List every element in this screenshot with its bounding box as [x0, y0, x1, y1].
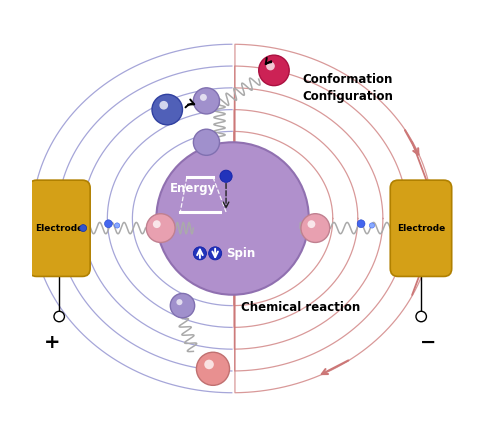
- Circle shape: [266, 62, 275, 70]
- Circle shape: [80, 225, 86, 232]
- Circle shape: [156, 142, 309, 295]
- Text: +: +: [44, 333, 60, 352]
- Text: Electrode: Electrode: [35, 224, 84, 233]
- Circle shape: [194, 129, 220, 155]
- Circle shape: [416, 311, 426, 322]
- FancyBboxPatch shape: [390, 180, 452, 277]
- Circle shape: [258, 55, 289, 86]
- Text: Energy: Energy: [170, 181, 216, 194]
- Circle shape: [194, 88, 220, 114]
- Circle shape: [208, 247, 222, 260]
- Circle shape: [204, 360, 214, 369]
- Circle shape: [160, 101, 168, 110]
- Circle shape: [357, 220, 365, 228]
- Circle shape: [54, 311, 64, 322]
- Circle shape: [153, 220, 160, 228]
- Circle shape: [104, 220, 112, 228]
- Text: Chemical reaction: Chemical reaction: [242, 301, 360, 314]
- Circle shape: [200, 94, 207, 101]
- Circle shape: [370, 223, 374, 228]
- Text: Spin: Spin: [226, 247, 256, 260]
- Circle shape: [308, 220, 316, 228]
- Circle shape: [176, 299, 182, 305]
- Circle shape: [114, 223, 120, 228]
- Circle shape: [146, 214, 175, 243]
- Text: −: −: [420, 333, 437, 352]
- Text: Conformation
Configuration: Conformation Configuration: [302, 73, 393, 103]
- Circle shape: [220, 170, 232, 182]
- Circle shape: [152, 94, 182, 125]
- FancyBboxPatch shape: [28, 180, 90, 277]
- Text: Electrode: Electrode: [397, 224, 446, 233]
- Circle shape: [301, 214, 330, 243]
- Circle shape: [170, 293, 194, 318]
- Circle shape: [194, 247, 206, 260]
- Circle shape: [196, 352, 230, 385]
